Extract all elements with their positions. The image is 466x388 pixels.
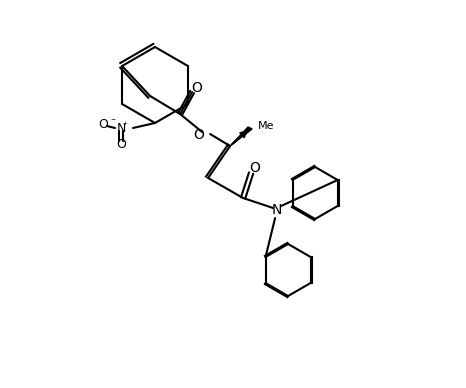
Text: O: O — [192, 81, 203, 95]
Polygon shape — [230, 127, 252, 146]
Text: N: N — [272, 203, 282, 217]
Text: $^-$: $^-$ — [109, 116, 116, 125]
Text: Me: Me — [258, 121, 274, 131]
Text: O: O — [98, 118, 108, 132]
Text: N: N — [116, 123, 126, 135]
Text: $^+$: $^+$ — [121, 120, 129, 129]
Text: O: O — [250, 161, 260, 175]
Text: O: O — [116, 139, 126, 151]
Text: O: O — [194, 128, 205, 142]
